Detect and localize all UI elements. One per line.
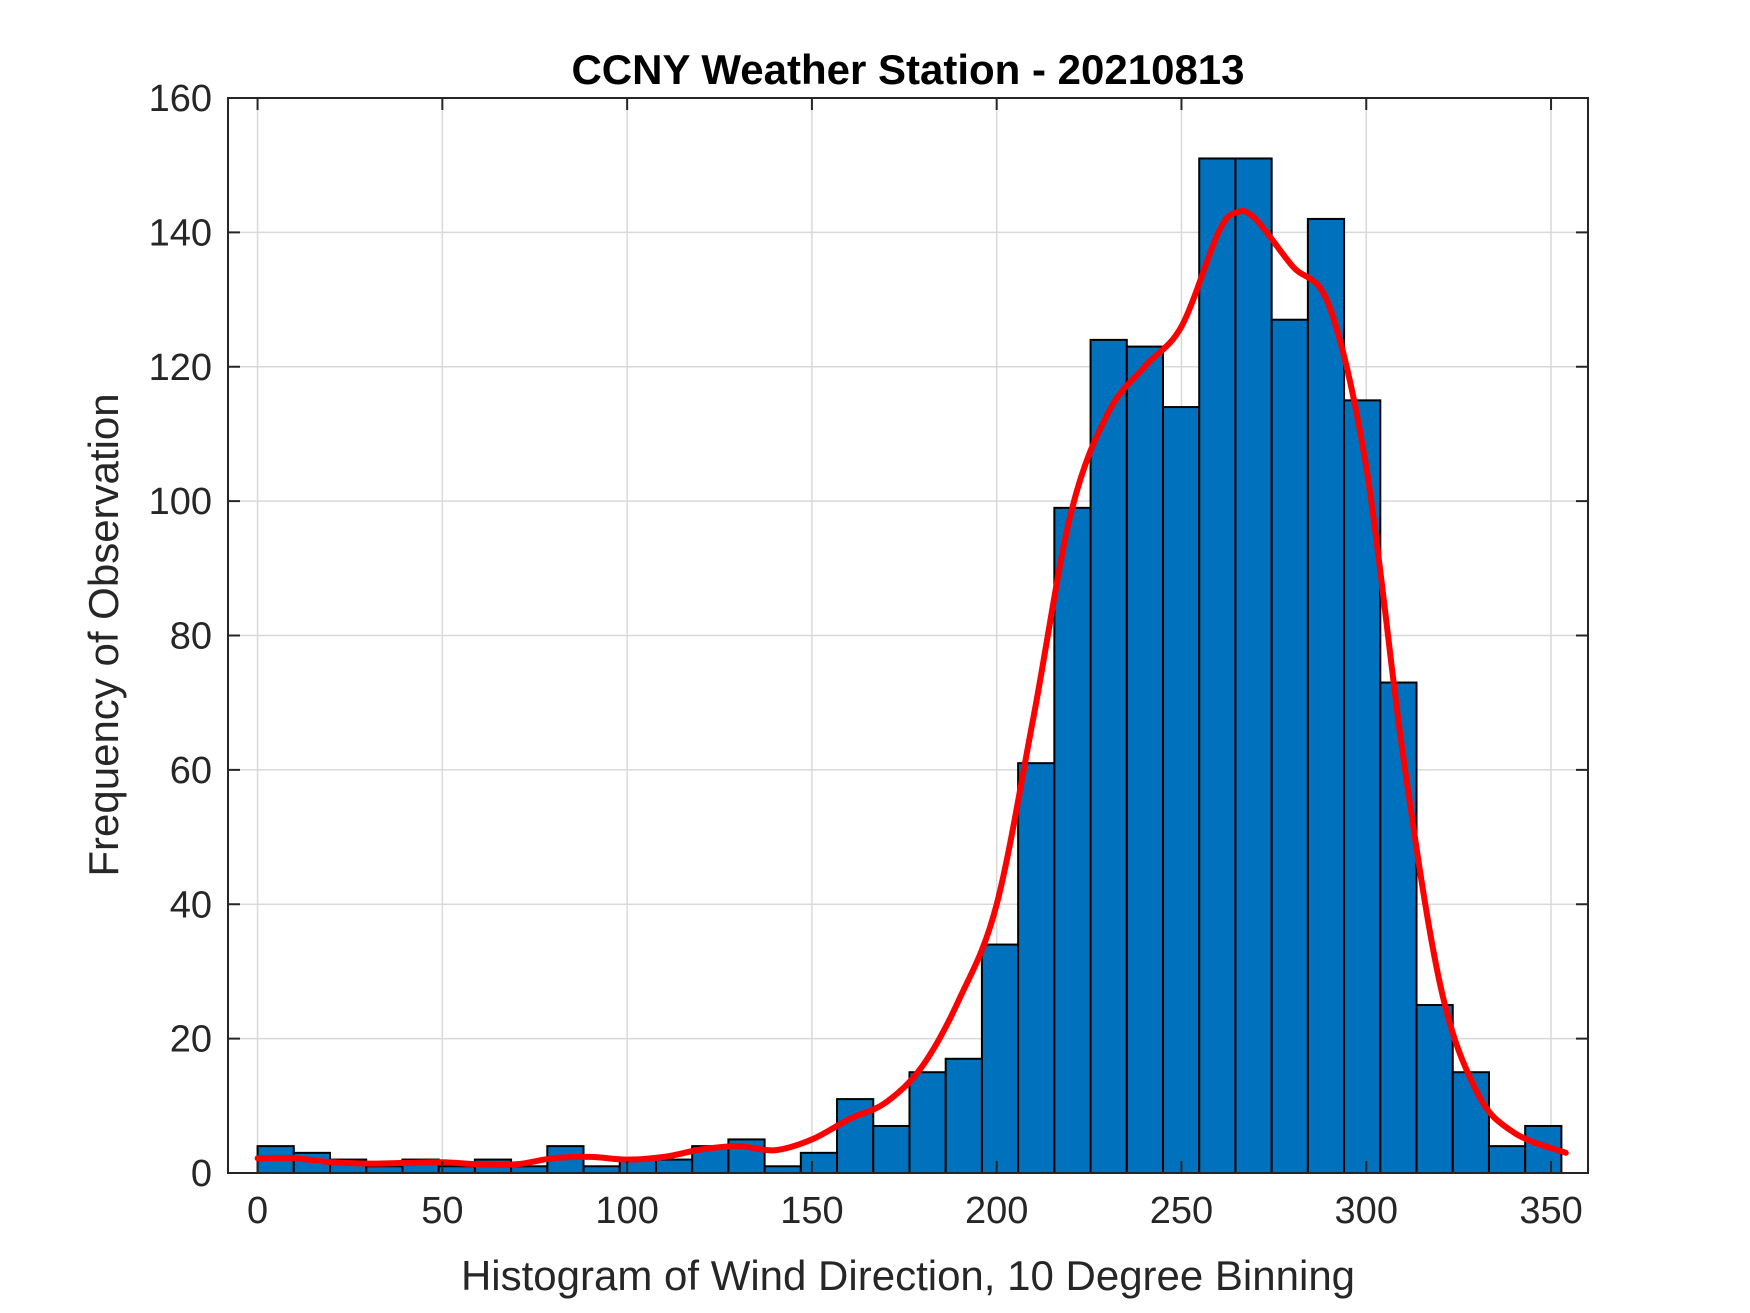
histogram-bar <box>980 943 1020 1174</box>
histogram-bar <box>944 1057 983 1174</box>
histogram-bar <box>1234 157 1273 1174</box>
x-tick-label: 200 <box>965 1190 1028 1232</box>
chart-title: CCNY Weather Station - 20210813 <box>571 46 1244 93</box>
histogram-bar <box>1198 157 1237 1174</box>
y-tick-label: 140 <box>149 212 212 254</box>
y-tick-label: 80 <box>170 616 212 658</box>
x-tick-label: 100 <box>595 1190 658 1232</box>
histogram-bar <box>582 1165 621 1174</box>
histogram-bar <box>654 1158 694 1174</box>
histogram-bar <box>1089 338 1128 1174</box>
histogram-bar <box>1306 217 1346 1174</box>
x-axis-label: Histogram of Wind Direction, 10 Degree B… <box>461 1252 1355 1299</box>
x-tick-label: 150 <box>780 1190 843 1232</box>
histogram-bar <box>1415 1004 1454 1174</box>
y-tick-label: 160 <box>149 78 212 120</box>
histogram-bar <box>1379 681 1418 1174</box>
histogram-bar <box>872 1124 911 1174</box>
y-tick-label: 40 <box>170 884 212 926</box>
histogram-bar <box>365 1165 404 1174</box>
histogram-bar <box>1017 762 1056 1174</box>
histogram-bar <box>1162 406 1201 1174</box>
histogram-bar <box>1487 1145 1527 1174</box>
histogram-bar <box>799 1151 839 1174</box>
axis-ticks: 0 50 100 150 200 250 300 350 0 20 40 60 80 100 120 140 1… <box>149 78 1588 1232</box>
y-tick-label: 60 <box>170 750 212 792</box>
histogram-bar <box>437 1165 476 1174</box>
x-tick-label: 0 <box>247 1190 268 1232</box>
y-tick-label: 120 <box>149 347 212 389</box>
x-tick-label: 300 <box>1335 1190 1398 1232</box>
y-tick-label: 20 <box>170 1019 212 1061</box>
x-tick-label: 250 <box>1150 1190 1213 1232</box>
histogram-bar <box>1053 506 1092 1174</box>
y-axis-label: Frequency of Observation <box>80 393 127 876</box>
histogram-bar <box>908 1071 947 1174</box>
histogram-bar <box>1451 1071 1490 1174</box>
y-tick-label: 0 <box>191 1153 212 1195</box>
x-tick-label: 350 <box>1519 1190 1582 1232</box>
histogram-bar <box>1270 318 1309 1174</box>
y-tick-label: 100 <box>149 481 212 523</box>
density-fit-curve <box>254 208 1569 1168</box>
histogram-bar <box>1125 345 1164 1174</box>
histogram-bar <box>763 1165 802 1174</box>
density-fit-line <box>254 208 1569 1168</box>
x-tick-label: 50 <box>421 1190 463 1232</box>
